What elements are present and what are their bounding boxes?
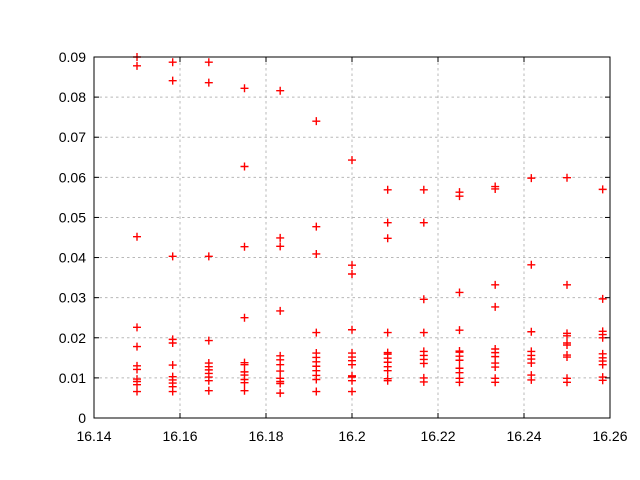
y-tick-label: 0.06 xyxy=(59,169,86,185)
y-tick-label: 0.02 xyxy=(59,330,86,346)
y-tick-label: 0.03 xyxy=(59,290,86,306)
x-tick-label: 16.26 xyxy=(592,428,627,444)
x-tick-label: 16.16 xyxy=(162,428,197,444)
y-tick-label: 0.08 xyxy=(59,89,86,105)
x-tick-label: 16.14 xyxy=(76,428,111,444)
x-tick-label: 16.2 xyxy=(338,428,365,444)
x-tick-label: 16.24 xyxy=(506,428,541,444)
y-tick-label: 0 xyxy=(78,410,86,426)
y-tick-label: 0.09 xyxy=(59,49,86,65)
x-tick-label: 16.22 xyxy=(420,428,455,444)
x-tick-label: 16.18 xyxy=(248,428,283,444)
y-tick-label: 0.07 xyxy=(59,129,86,145)
y-tick-label: 0.04 xyxy=(59,250,86,266)
y-tick-label: 0.05 xyxy=(59,209,86,225)
y-tick-label: 0.01 xyxy=(59,370,86,386)
